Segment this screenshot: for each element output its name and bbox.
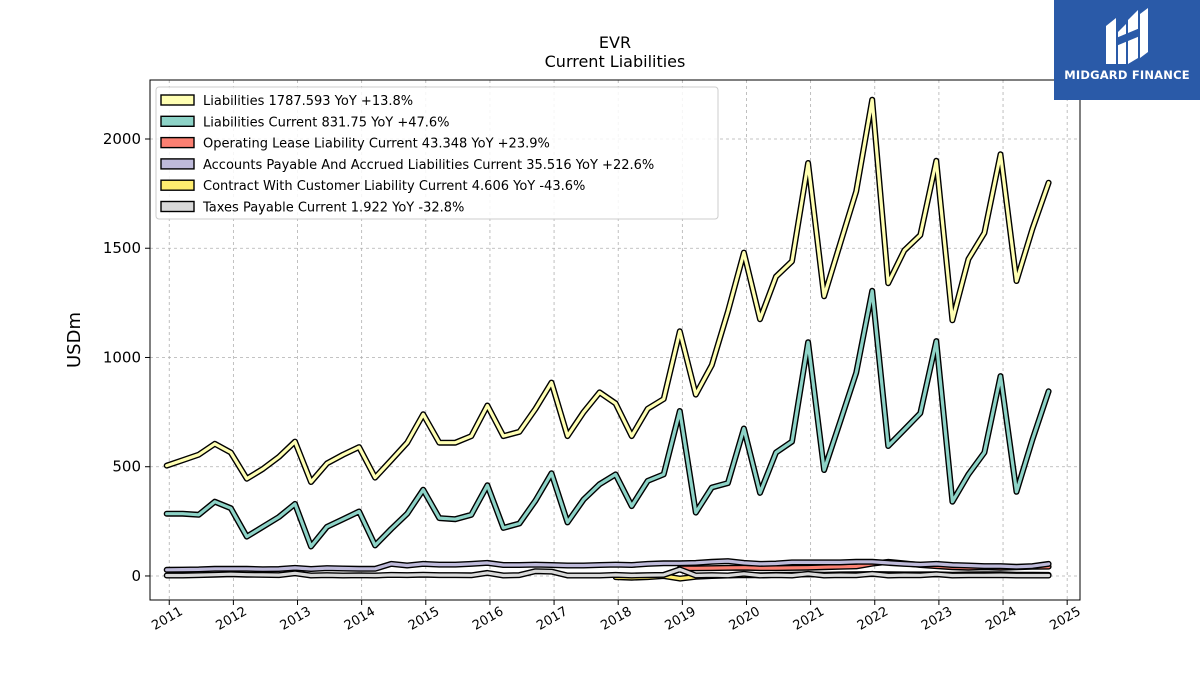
x-tick-label: 2015	[406, 604, 442, 634]
x-tick-label: 2025	[1047, 604, 1083, 634]
y-tick-label: 1000	[103, 348, 141, 366]
x-tick-label: 2018	[598, 604, 634, 634]
y-axis-label: USDm	[64, 312, 85, 368]
x-tick-label: 2014	[342, 604, 378, 634]
x-tick-label: 2012	[214, 604, 250, 634]
legend-swatch	[160, 115, 195, 128]
legend-entry: Operating Lease Liability Current 43.348…	[203, 137, 550, 152]
x-tick-label: 2024	[983, 604, 1019, 634]
brand-logo: MIDGARD FINANCE	[1054, 0, 1200, 100]
series-line-liabilities	[165, 98, 1051, 484]
legend-swatch	[160, 94, 195, 106]
x-tick-label: 2019	[663, 604, 699, 634]
x-tick-label: 2013	[278, 604, 314, 634]
series-line-liabilities-current	[165, 289, 1051, 549]
legend-swatch	[160, 136, 195, 149]
x-tick-label: 2011	[149, 604, 185, 634]
y-tick-label: 2000	[103, 130, 141, 148]
chart-subtitle: Current Liabilities	[545, 52, 686, 71]
midgard-m-icon	[1106, 8, 1148, 64]
x-tick-label: 2023	[919, 604, 955, 634]
legend-entry: Accounts Payable And Accrued Liabilities…	[203, 158, 654, 173]
chart-title: EVR	[599, 33, 631, 52]
y-tick-label: 1500	[103, 239, 141, 257]
series-line-accounts-payable-and-accrued-liabilities-current	[165, 559, 1051, 572]
series-line-taxes-payable-current	[165, 567, 1051, 578]
brand-name: MIDGARD FINANCE	[1064, 68, 1190, 82]
plot-frame	[149, 79, 1081, 601]
legend-box	[155, 86, 719, 220]
legend: Liabilities 1787.593 YoY +13.8% Liabiliti…	[155, 86, 719, 220]
legend-entry: Liabilities 1787.593 YoY +13.8%	[203, 94, 413, 109]
x-tick-label: 2016	[470, 604, 506, 634]
legend-entry: Liabilities Current 831.75 YoY +47.6%	[203, 115, 450, 130]
x-tick-label: 2017	[534, 604, 570, 634]
legend-swatch	[160, 158, 195, 170]
y-tick-label: 0	[131, 567, 141, 585]
legend-entry: Contract With Customer Liability Current…	[203, 179, 585, 194]
legend-entry: Taxes Payable Current 1.922 YoY -32.8%	[202, 201, 464, 216]
plot-series	[163, 96, 1052, 582]
x-tick-label: 2022	[855, 604, 891, 634]
legend-swatch	[160, 200, 195, 213]
x-tick-label: 2021	[791, 604, 827, 634]
legend-swatch	[160, 179, 195, 191]
x-tick-label: 2020	[727, 604, 763, 634]
y-tick-label: 500	[112, 458, 141, 476]
